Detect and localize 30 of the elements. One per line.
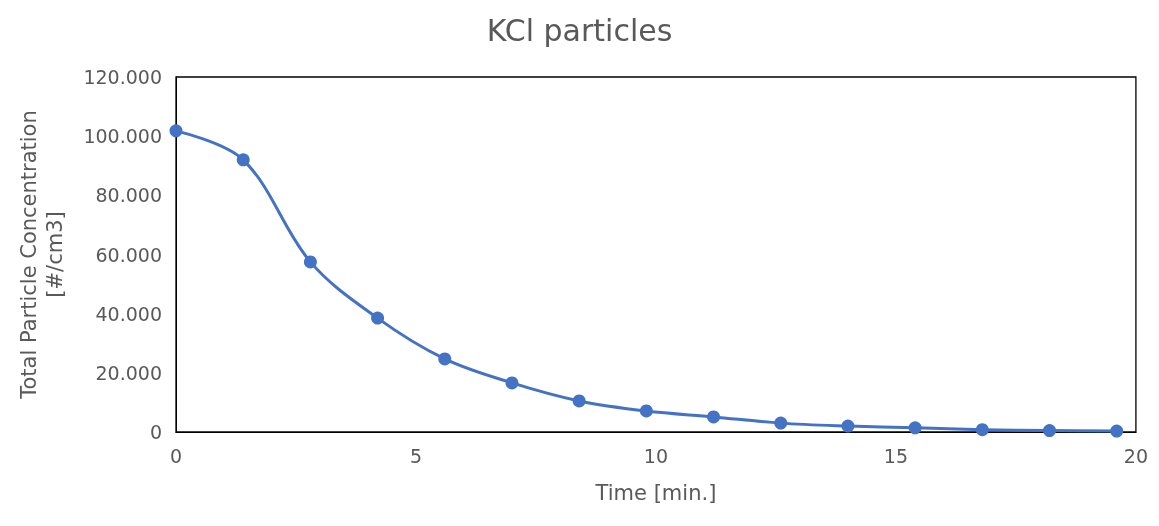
x-tick-label: 20	[1123, 444, 1149, 467]
x-tick-label: 5	[409, 444, 423, 467]
point	[505, 376, 519, 390]
point	[707, 410, 721, 424]
point	[639, 404, 653, 418]
y-tick-label: 20.000	[95, 361, 162, 384]
point	[303, 255, 317, 269]
point	[438, 352, 452, 366]
x-axis-title: Time [min.]	[594, 480, 717, 505]
point	[841, 419, 855, 433]
y-tick-label: 40.000	[95, 302, 162, 325]
point	[1043, 424, 1057, 438]
point	[236, 153, 250, 167]
y-tick-label: 100.000	[83, 125, 162, 148]
point	[908, 421, 922, 435]
x-tick-label: 15	[883, 444, 909, 467]
point	[975, 423, 989, 437]
y-tick-label: 120.000	[83, 66, 162, 88]
x-tick-label: 0	[169, 444, 183, 467]
x-tick-label: 10	[643, 444, 669, 467]
point	[1110, 424, 1124, 438]
point	[572, 394, 586, 408]
chart-title: KCl particles	[486, 12, 673, 48]
point	[169, 124, 183, 138]
point	[774, 416, 788, 430]
point	[371, 311, 385, 325]
y-tick-label: 0	[149, 421, 162, 443]
y-tick-label: 60.000	[95, 243, 162, 266]
y-axis-title: Total Particle Concentration [#/cm3]	[17, 110, 67, 400]
y-tick-label: 80.000	[95, 184, 162, 207]
